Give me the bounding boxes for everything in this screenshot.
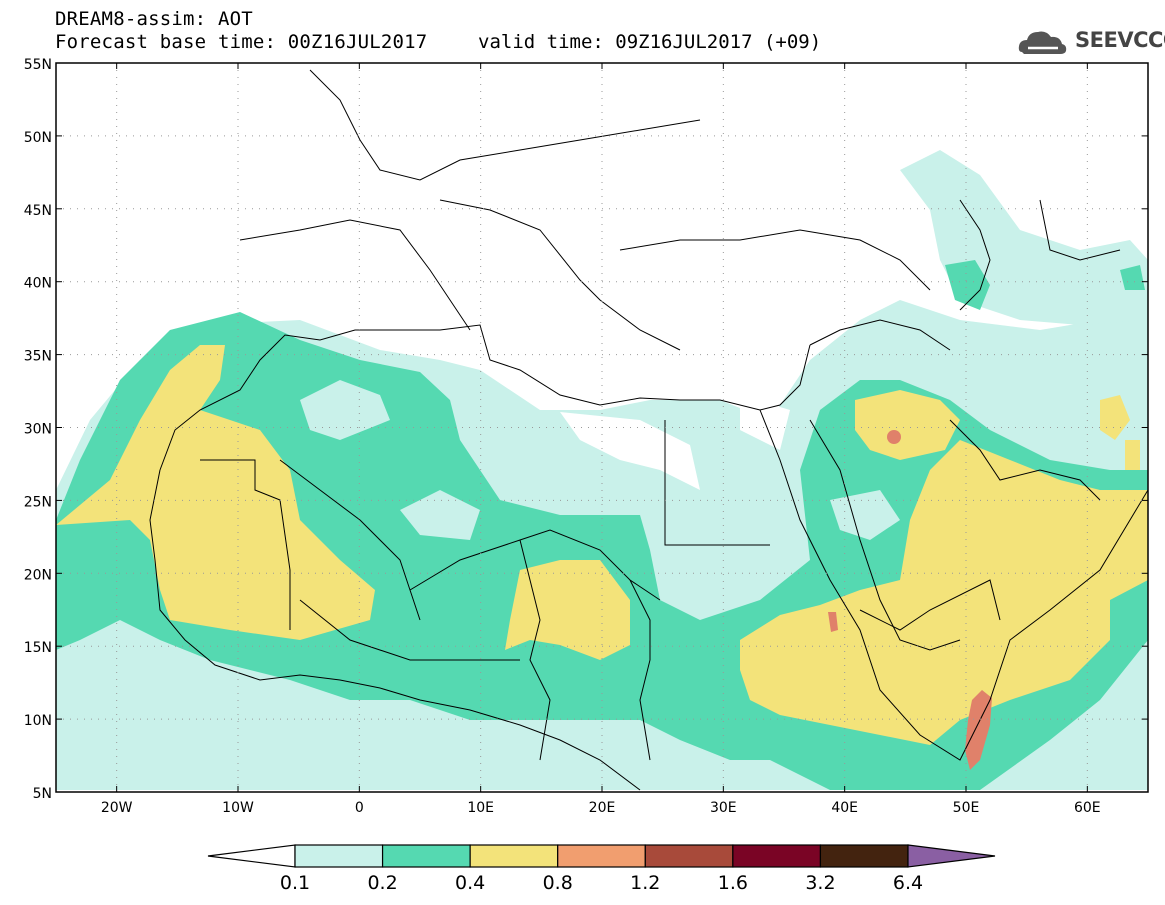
lat-tick-label: 15N [24, 640, 52, 656]
colorbar-segment [294, 844, 384, 868]
lat-tick-label: 30N [24, 422, 52, 438]
lat-tick-label: 45N [24, 203, 52, 219]
valid-time: valid time: 09Z16JUL2017 (+09) [478, 31, 822, 53]
lat-tick-label: 5N [33, 786, 52, 802]
colorbar-label: 1.6 [718, 872, 748, 894]
lat-tick-label: 10N [24, 713, 52, 729]
aot-band-0.4 [56, 345, 1148, 745]
colorbar: 0.1 0.2 0.4 0.8 1.2 1.6 3.2 6.4 [207, 844, 996, 894]
lat-tick-label: 20N [24, 567, 52, 583]
lat-tick-label: 40N [24, 276, 52, 292]
colorbar-high-arrow [907, 844, 996, 868]
lon-tick-label: 20E [589, 800, 616, 816]
lon-tick-label: 30E [710, 800, 737, 816]
colorbar-segment [644, 844, 734, 868]
lon-tick-label: 10W [222, 800, 254, 816]
coastlines [149, 69, 1148, 791]
longitude-axis: 20W 10W 0 10E 20E 30E 40E 50E 60E [101, 63, 1101, 816]
map-title: DREAM8-assim: AOT [55, 8, 253, 30]
colorbar-segment [732, 844, 822, 868]
graticule [56, 63, 1148, 792]
colorbar-segment [469, 844, 559, 868]
lon-tick-label: 50E [953, 800, 980, 816]
lat-tick-label: 55N [24, 57, 52, 73]
colorbar-low-arrow [207, 844, 296, 868]
colorbar-label: 0.2 [367, 872, 397, 894]
logo-text: SEEVCCC [1075, 28, 1165, 52]
colorbar-label: 3.2 [805, 872, 835, 894]
lon-tick-label: 40E [831, 800, 858, 816]
cloud-icon [1018, 31, 1067, 54]
colorbar-label: 1.2 [630, 872, 660, 894]
colorbar-segment [819, 844, 909, 868]
colorbar-segment [381, 844, 471, 868]
colorbar-label: 6.4 [893, 872, 923, 894]
forecast-base-time: Forecast base time: 00Z16JUL2017 [55, 31, 428, 53]
lat-tick-label: 35N [24, 349, 52, 365]
aot-fields [56, 150, 1148, 790]
colorbar-label: 0.8 [543, 872, 573, 894]
colorbar-label: 0.1 [280, 872, 310, 894]
lon-tick-label: 0 [355, 800, 364, 816]
latitude-axis: 55N 50N 45N 40N 35N 30N 25N 20N 15N 10N 5N [24, 57, 1148, 802]
lon-tick-label: 10E [467, 800, 494, 816]
lon-tick-label: 20W [101, 800, 133, 816]
lat-tick-label: 25N [24, 494, 52, 510]
lat-tick-label: 50N [24, 130, 52, 146]
colorbar-segment [557, 844, 646, 868]
colorbar-label: 0.4 [455, 872, 485, 894]
lon-tick-label: 60E [1074, 800, 1101, 816]
